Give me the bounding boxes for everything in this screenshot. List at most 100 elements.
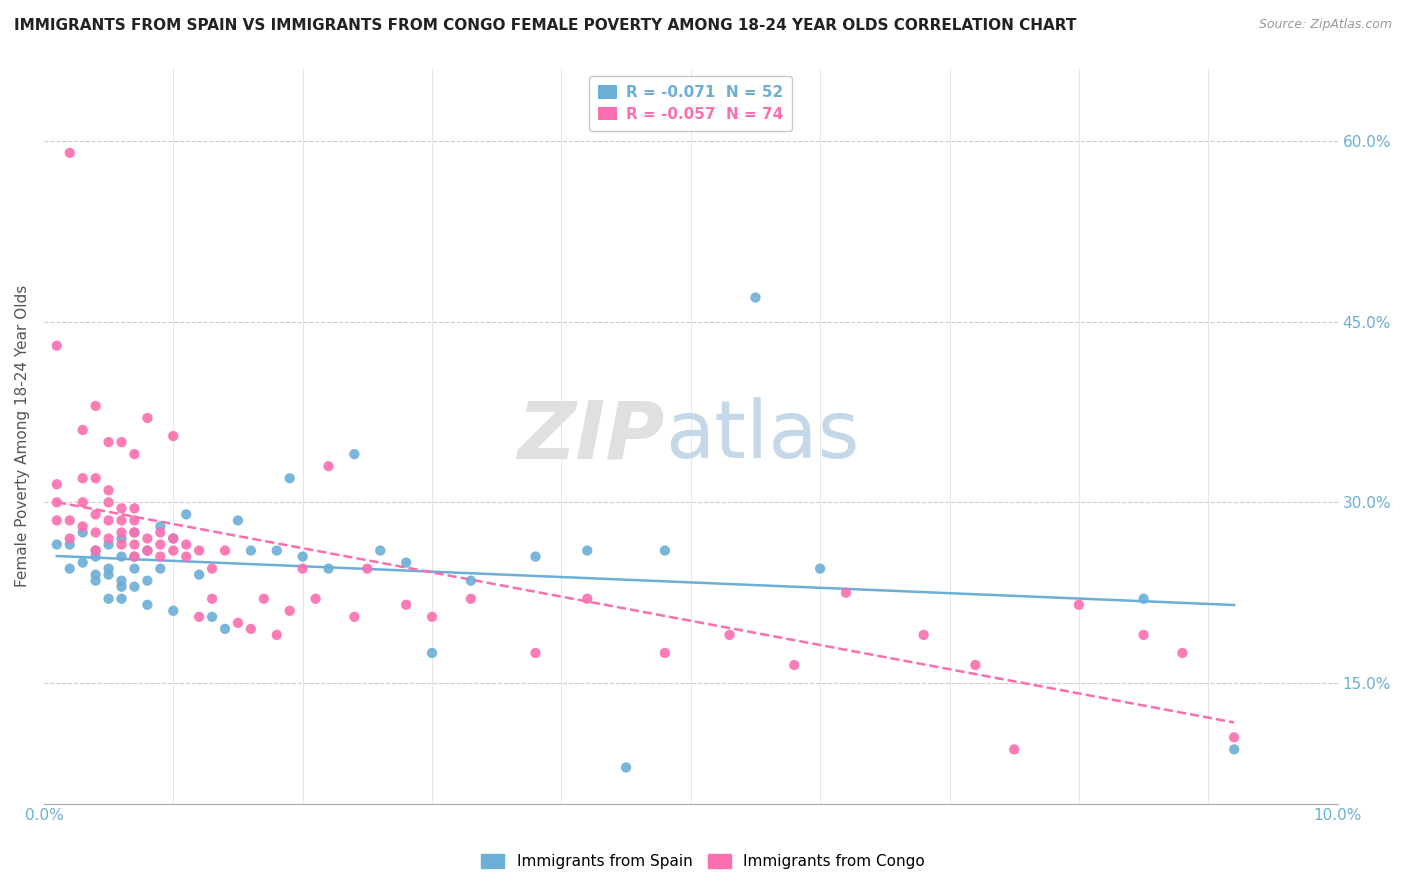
Point <box>226 513 249 527</box>
Point <box>59 537 82 551</box>
Point <box>226 615 249 630</box>
Point <box>201 610 224 624</box>
Point <box>72 471 94 485</box>
Point <box>45 537 67 551</box>
Point <box>84 525 107 540</box>
Point <box>304 591 326 606</box>
Point <box>239 543 262 558</box>
Point <box>201 591 224 606</box>
Point <box>188 543 211 558</box>
Point <box>174 549 197 564</box>
Point <box>136 543 159 558</box>
Point <box>162 543 184 558</box>
Point <box>110 525 132 540</box>
Point <box>395 556 418 570</box>
Point <box>84 543 107 558</box>
Legend: R = -0.071  N = 52, R = -0.057  N = 74: R = -0.071 N = 52, R = -0.057 N = 74 <box>589 76 793 131</box>
Point <box>188 567 211 582</box>
Point <box>188 610 211 624</box>
Point <box>136 598 159 612</box>
Point <box>84 574 107 588</box>
Point <box>72 525 94 540</box>
Point <box>110 532 132 546</box>
Point <box>124 537 146 551</box>
Point <box>97 435 120 450</box>
Point <box>291 561 314 575</box>
Point <box>278 604 301 618</box>
Point <box>84 471 107 485</box>
Point <box>59 532 82 546</box>
Point <box>72 556 94 570</box>
Point <box>72 495 94 509</box>
Point <box>368 543 391 558</box>
Point <box>524 646 547 660</box>
Point <box>214 543 236 558</box>
Point <box>654 646 676 660</box>
Point <box>124 525 146 540</box>
Point <box>174 508 197 522</box>
Point <box>149 561 172 575</box>
Point <box>266 628 288 642</box>
Point <box>835 585 858 599</box>
Point <box>1067 598 1090 612</box>
Point <box>110 549 132 564</box>
Point <box>576 591 599 606</box>
Point <box>343 610 366 624</box>
Point <box>356 561 378 575</box>
Point <box>162 532 184 546</box>
Text: atlas: atlas <box>665 397 859 475</box>
Point <box>124 513 146 527</box>
Point <box>460 591 482 606</box>
Point <box>174 537 197 551</box>
Point <box>110 591 132 606</box>
Point <box>97 591 120 606</box>
Point <box>110 501 132 516</box>
Point <box>343 447 366 461</box>
Point <box>318 459 340 474</box>
Point <box>136 543 159 558</box>
Point <box>84 399 107 413</box>
Point <box>84 543 107 558</box>
Point <box>84 549 107 564</box>
Text: IMMIGRANTS FROM SPAIN VS IMMIGRANTS FROM CONGO FEMALE POVERTY AMONG 18-24 YEAR O: IMMIGRANTS FROM SPAIN VS IMMIGRANTS FROM… <box>14 18 1077 33</box>
Point <box>124 549 146 564</box>
Point <box>1171 646 1194 660</box>
Point <box>97 537 120 551</box>
Legend: Immigrants from Spain, Immigrants from Congo: Immigrants from Spain, Immigrants from C… <box>475 848 931 875</box>
Point <box>59 513 82 527</box>
Point <box>110 513 132 527</box>
Point <box>72 519 94 533</box>
Point <box>149 537 172 551</box>
Point <box>110 574 132 588</box>
Point <box>45 495 67 509</box>
Point <box>72 423 94 437</box>
Point <box>84 567 107 582</box>
Point <box>97 532 120 546</box>
Point <box>524 549 547 564</box>
Text: ZIP: ZIP <box>517 397 665 475</box>
Point <box>149 519 172 533</box>
Point <box>253 591 276 606</box>
Point <box>136 574 159 588</box>
Point <box>460 574 482 588</box>
Point <box>110 580 132 594</box>
Point <box>744 291 766 305</box>
Point <box>965 658 987 673</box>
Point <box>1132 628 1154 642</box>
Point <box>214 622 236 636</box>
Point <box>808 561 831 575</box>
Point <box>201 561 224 575</box>
Point <box>162 532 184 546</box>
Point <box>162 604 184 618</box>
Point <box>291 549 314 564</box>
Point <box>912 628 935 642</box>
Point <box>124 501 146 516</box>
Point <box>97 513 120 527</box>
Y-axis label: Female Poverty Among 18-24 Year Olds: Female Poverty Among 18-24 Year Olds <box>15 285 30 587</box>
Point <box>97 561 120 575</box>
Point <box>420 610 443 624</box>
Point <box>59 145 82 160</box>
Point <box>149 525 172 540</box>
Point <box>45 339 67 353</box>
Point <box>110 537 132 551</box>
